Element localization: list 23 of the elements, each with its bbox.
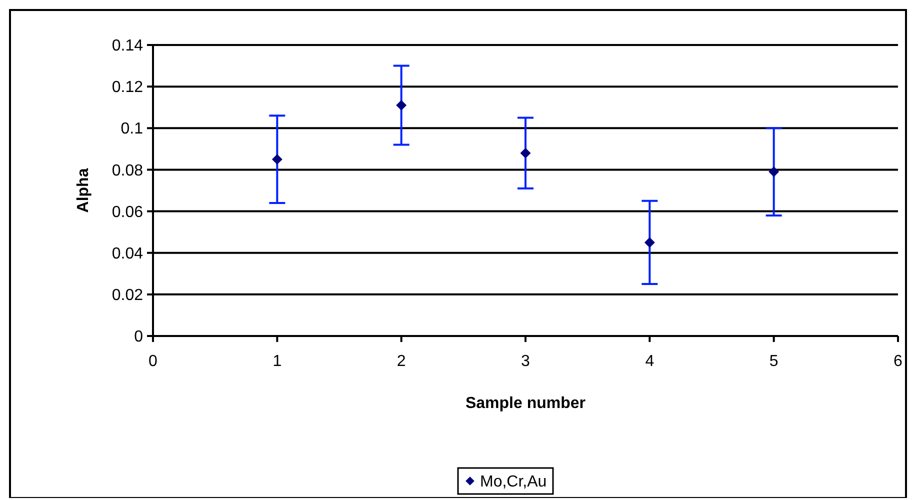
x-tick-label: 4 — [645, 353, 654, 370]
legend-label: Mo,Cr,Au — [480, 474, 547, 491]
y-tick-label: 0.02 — [112, 287, 144, 304]
x-tick-label: 1 — [272, 353, 282, 370]
point — [396, 100, 407, 111]
x-tick-label: 0 — [148, 353, 158, 370]
y-tick-label: 0 — [134, 328, 144, 346]
y-axis-title: Alpha — [75, 168, 92, 213]
point — [644, 237, 655, 248]
y-tick-label: 0.06 — [112, 204, 144, 221]
x-tick-label: 3 — [521, 353, 530, 370]
point — [272, 154, 282, 165]
x-axis-title: Sample number — [465, 395, 586, 412]
point — [520, 148, 531, 158]
y-tick-label: 0.12 — [112, 79, 144, 96]
x-tick-label: 6 — [894, 353, 903, 370]
x-tick-label: 2 — [396, 353, 406, 370]
point — [768, 166, 780, 178]
y-tick-label: 0.08 — [112, 162, 144, 180]
y-tick-label: 0.1 — [120, 120, 144, 138]
x-tick-label: 5 — [769, 353, 778, 370]
y-tick-label: 0.04 — [112, 245, 144, 262]
y-tick-label: 0.14 — [112, 38, 144, 55]
